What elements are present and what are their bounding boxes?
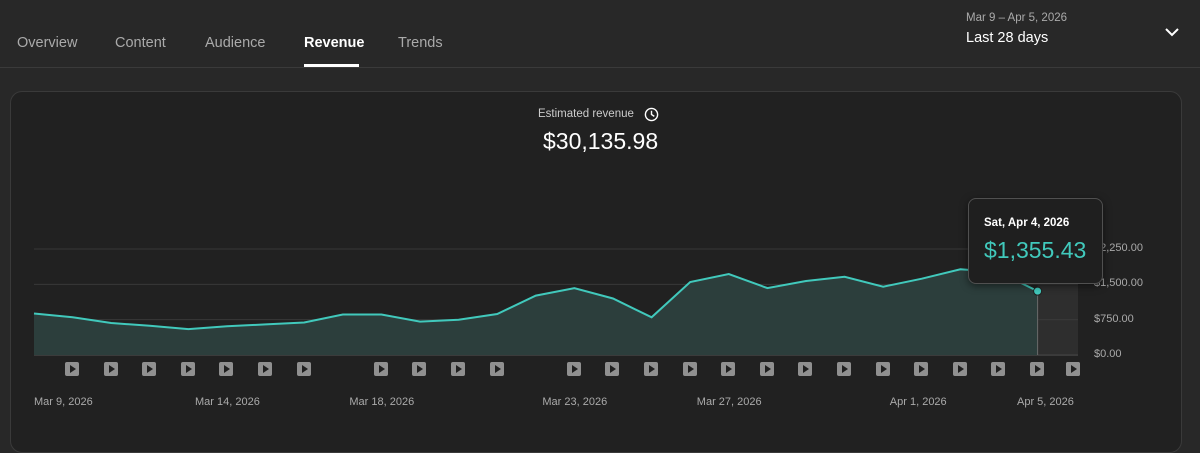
x-tick-label: Mar 9, 2026 [34, 396, 93, 408]
play-icon[interactable] [798, 362, 813, 376]
play-icon[interactable] [489, 362, 504, 376]
date-range-dates: Mar 9 – Apr 5, 2026 [966, 12, 1068, 24]
play-icon[interactable] [1030, 362, 1044, 376]
x-tick-label: Mar 27, 2026 [696, 396, 762, 408]
tooltip-date: Sat, Apr 4, 2026 [984, 217, 1070, 229]
x-tick-label: Apr 1, 2026 [889, 396, 947, 408]
y-tick-label: $2,250.00 [1094, 242, 1143, 254]
tooltip-value: $1,355.43 [984, 237, 1087, 263]
play-icon[interactable] [605, 362, 620, 376]
play-icon[interactable] [142, 362, 157, 376]
play-icon[interactable] [721, 362, 736, 376]
tab-revenue[interactable]: Revenue [304, 35, 365, 51]
date-range-picker[interactable]: Mar 9 – Apr 5, 2026 Last 28 days [966, 12, 1067, 46]
highlighted-point [1033, 286, 1043, 296]
top-bar: Overview Content Audience Revenue Trends… [0, 0, 1200, 68]
revenue-line [33, 268, 1039, 331]
play-icon[interactable] [412, 362, 427, 376]
play-icon[interactable] [65, 362, 79, 376]
play-icon[interactable] [914, 362, 929, 376]
y-tick-label: $0.00 [1094, 348, 1122, 360]
tab-trends[interactable]: Trends [398, 35, 443, 51]
play-icon[interactable] [296, 362, 311, 376]
tab-overview[interactable]: Overview [17, 35, 78, 51]
revenue-area [34, 269, 1038, 355]
play-icon[interactable] [219, 362, 234, 376]
date-range-label: Last 28 days [966, 30, 1049, 46]
play-icon[interactable] [1066, 362, 1080, 376]
play-icon[interactable] [682, 362, 697, 376]
data-points [1033, 286, 1043, 296]
x-tick-label: Mar 23, 2026 [542, 396, 608, 408]
metric-title: Estimated revenue [538, 108, 634, 120]
play-icon[interactable] [373, 362, 388, 376]
play-icon[interactable] [258, 362, 272, 376]
play-icon[interactable] [103, 362, 118, 376]
x-tick-label: Mar 18, 2026 [349, 396, 415, 408]
y-tick-label: $750.00 [1094, 312, 1134, 325]
chevron-down-icon[interactable] [1164, 26, 1180, 38]
play-icon[interactable] [991, 362, 1006, 376]
y-tick-label: $1,500.00 [1094, 277, 1143, 290]
x-tick-label: Apr 5, 2026 [1017, 396, 1074, 408]
x-tick-label: Mar 14, 2026 [195, 396, 260, 408]
play-icon[interactable] [644, 362, 658, 376]
play-icon[interactable] [759, 362, 774, 376]
metric-value: $30,135.98 [543, 128, 659, 154]
play-icon[interactable] [837, 362, 851, 376]
play-icon[interactable] [566, 362, 581, 376]
tab-content[interactable]: Content [115, 35, 166, 51]
active-tab-indicator [304, 64, 359, 67]
chart-tooltip: Sat, Apr 4, 2026 $1,355.43 [968, 198, 1103, 284]
clock-icon[interactable] [644, 107, 659, 122]
play-icon[interactable] [451, 362, 465, 376]
play-icon[interactable] [180, 362, 195, 376]
play-icon[interactable] [875, 362, 890, 376]
tab-audience[interactable]: Audience [205, 35, 266, 51]
play-icon[interactable] [952, 362, 967, 376]
